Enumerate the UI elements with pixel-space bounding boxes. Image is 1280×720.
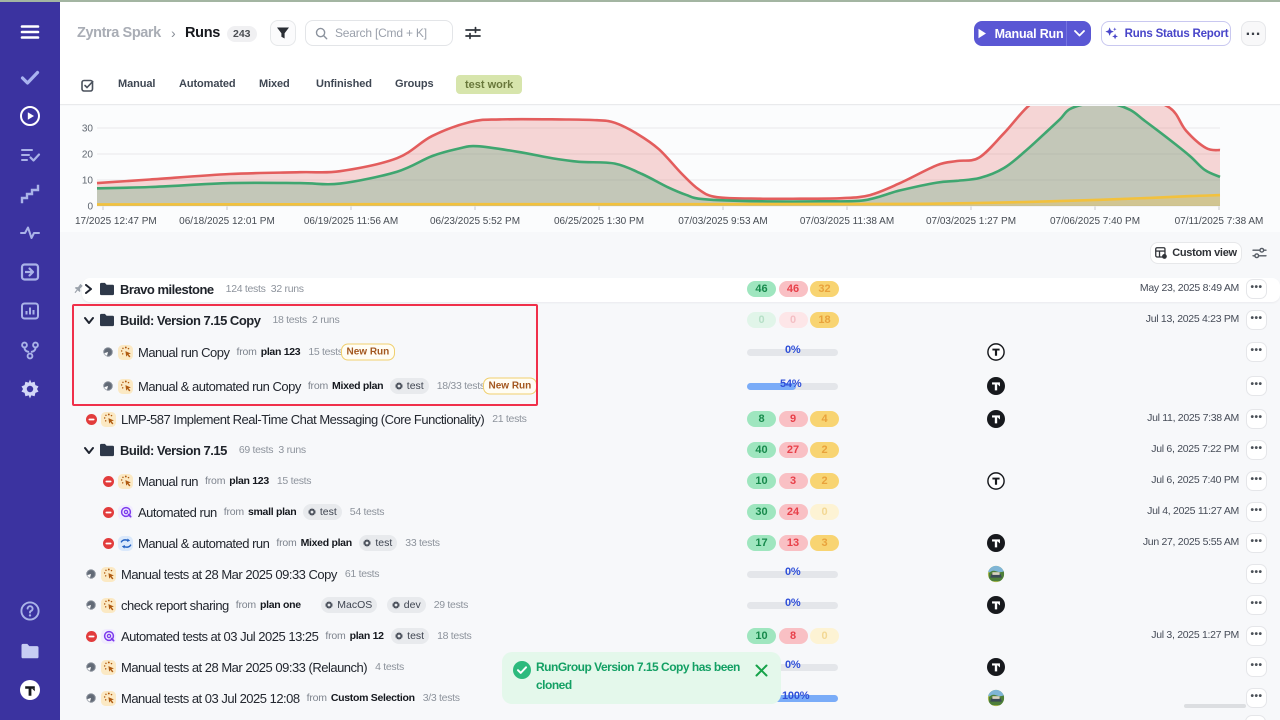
- svg-text:06/25/2025 1:30 PM: 06/25/2025 1:30 PM: [554, 216, 644, 227]
- svg-text:06/23/2025 5:52 PM: 06/23/2025 5:52 PM: [430, 216, 520, 227]
- svg-text:06/18/2025 12:01 PM: 06/18/2025 12:01 PM: [179, 216, 275, 227]
- svg-text:07/06/2025 7:40 PM: 07/06/2025 7:40 PM: [1050, 216, 1140, 227]
- svg-text:20: 20: [82, 150, 94, 161]
- svg-text:17/2025 12:47 PM: 17/2025 12:47 PM: [75, 216, 157, 227]
- svg-text:07/03/2025 1:27 PM: 07/03/2025 1:27 PM: [926, 216, 1016, 227]
- svg-text:07/03/2025 11:38 AM: 07/03/2025 11:38 AM: [800, 216, 894, 227]
- svg-text:06/19/2025 11:56 AM: 06/19/2025 11:56 AM: [304, 216, 398, 227]
- svg-text:07/03/2025 9:53 AM: 07/03/2025 9:53 AM: [678, 216, 768, 227]
- svg-text:30: 30: [82, 124, 94, 135]
- svg-text:0: 0: [87, 202, 93, 213]
- svg-text:07/11/2025 7:38 AM: 07/11/2025 7:38 AM: [1175, 216, 1264, 227]
- svg-text:10: 10: [82, 176, 94, 187]
